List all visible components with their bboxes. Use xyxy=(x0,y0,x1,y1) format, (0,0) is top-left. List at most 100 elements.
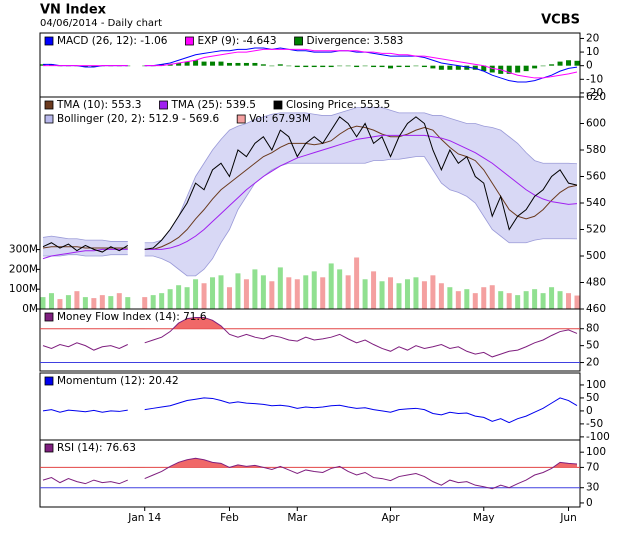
bar xyxy=(260,275,266,309)
series-line xyxy=(144,397,578,424)
chart-title: VN Index xyxy=(40,3,107,18)
bar xyxy=(388,277,394,309)
series-line xyxy=(144,48,578,79)
bar xyxy=(455,65,461,70)
series-line xyxy=(42,242,129,253)
panel-frame xyxy=(39,308,581,372)
legend-swatch xyxy=(44,443,54,453)
bar xyxy=(379,65,385,68)
legend-label: EXP (9): -4.643 xyxy=(197,35,276,47)
legend-swatch xyxy=(44,376,54,386)
bar xyxy=(320,277,326,309)
y-tick-label: 500 xyxy=(586,250,606,262)
y-tick-label: 580 xyxy=(586,144,606,156)
y-tick-label: 50 xyxy=(586,340,599,352)
bar xyxy=(489,285,495,309)
y-tick-label: 0 xyxy=(586,60,593,72)
bar xyxy=(481,287,487,309)
bar xyxy=(362,65,368,67)
bar xyxy=(371,271,377,309)
bar xyxy=(142,297,148,309)
bar xyxy=(430,275,436,309)
y2-tick-label: 200M xyxy=(9,263,38,275)
bar xyxy=(362,279,368,309)
legend-swatch xyxy=(44,114,54,124)
bar xyxy=(65,295,71,309)
legend-swatch xyxy=(294,36,303,46)
bar xyxy=(328,263,334,309)
chart-subtitle: 04/06/2014 - Daily chart xyxy=(40,18,162,29)
bar xyxy=(303,275,309,309)
bar xyxy=(413,277,419,309)
bar xyxy=(472,293,478,309)
legend-swatch xyxy=(185,36,194,46)
bar xyxy=(557,291,563,309)
bar xyxy=(421,281,427,309)
x-tick-label: May xyxy=(473,512,495,524)
bar xyxy=(252,269,258,309)
y-tick-label: 460 xyxy=(586,303,606,315)
series-line xyxy=(144,116,578,250)
bar xyxy=(345,65,351,67)
bar xyxy=(176,285,182,309)
bar xyxy=(371,65,377,68)
bar xyxy=(379,281,385,309)
bar xyxy=(498,291,504,309)
legend-swatch xyxy=(159,100,168,110)
legend-swatch xyxy=(236,114,246,124)
bar xyxy=(447,65,453,70)
bar xyxy=(57,299,63,309)
y-tick-label: 600 xyxy=(586,118,606,130)
legend-label: Divergence: 3.583 xyxy=(307,35,404,47)
y-tick-label: 10 xyxy=(586,46,599,58)
y-tick-label: -100 xyxy=(586,431,610,443)
x-tick-label: Jun xyxy=(559,512,576,524)
legend-swatch xyxy=(44,100,54,110)
y-tick-label: 50 xyxy=(586,392,599,404)
bar xyxy=(481,65,487,72)
y-tick-label: 0 xyxy=(586,405,593,417)
bar xyxy=(549,64,555,66)
bar xyxy=(404,279,410,309)
bar xyxy=(193,60,199,66)
bar xyxy=(226,287,232,309)
legend-label: Momentum (12): 20.42 xyxy=(57,375,179,387)
bar xyxy=(176,62,182,66)
bar xyxy=(167,64,173,66)
bar xyxy=(421,65,427,68)
bar xyxy=(388,65,394,69)
bar xyxy=(48,293,54,309)
series-line xyxy=(144,457,578,490)
y-tick-label: 520 xyxy=(586,224,606,236)
bar xyxy=(218,275,224,309)
band-lower xyxy=(43,254,128,257)
plot-area xyxy=(40,107,580,309)
bar xyxy=(82,297,88,309)
plot-area xyxy=(40,457,580,490)
bar xyxy=(328,65,334,68)
bar xyxy=(294,65,300,68)
series-line xyxy=(42,477,128,485)
series-line xyxy=(42,248,128,260)
bar xyxy=(243,279,249,309)
panel-frame xyxy=(39,439,581,508)
bar xyxy=(108,296,114,309)
bar xyxy=(540,293,546,309)
bar xyxy=(506,293,512,309)
bar xyxy=(150,295,156,309)
legend-swatch xyxy=(273,100,283,110)
bar xyxy=(218,61,224,66)
bar xyxy=(40,64,46,66)
bar xyxy=(235,273,241,309)
bar xyxy=(201,283,207,309)
legend-label: TMA (25): 539.5 xyxy=(170,99,255,111)
bar xyxy=(184,61,190,66)
bar xyxy=(337,269,343,309)
legend-label: Bollinger (20, 2): 512.9 - 569.6 xyxy=(57,113,220,125)
series-line xyxy=(42,409,128,413)
bar xyxy=(269,65,275,67)
bar xyxy=(193,279,199,309)
bar xyxy=(91,298,97,309)
x-tick-label: Feb xyxy=(220,512,239,524)
x-tick-label: Apr xyxy=(381,512,400,524)
